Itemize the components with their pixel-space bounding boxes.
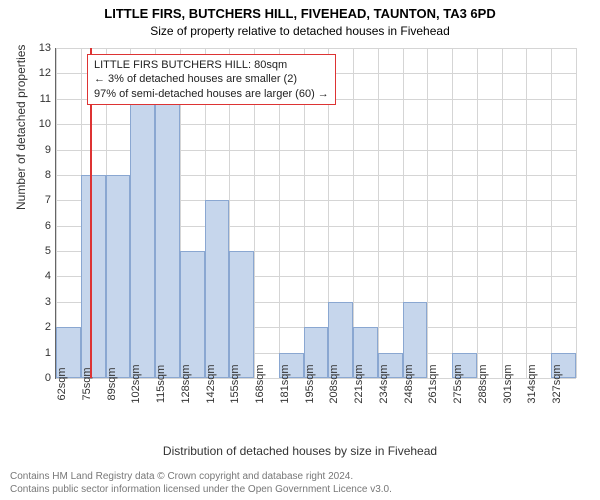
footer-line2: Contains public sector information licen… — [10, 484, 392, 497]
x-tick-label: 62sqm — [56, 367, 68, 400]
x-tick-label: 314sqm — [526, 364, 538, 403]
y-tick-label: 2 — [45, 321, 51, 333]
x-axis-label: Distribution of detached houses by size … — [0, 444, 600, 458]
x-tick-label: 155sqm — [229, 364, 241, 403]
x-tick-label: 208sqm — [328, 364, 340, 403]
y-tick-label: 9 — [45, 144, 51, 156]
x-tick-label: 301sqm — [502, 364, 514, 403]
footer-line1: Contains HM Land Registry data © Crown c… — [10, 471, 392, 484]
callout-line1: LITTLE FIRS BUTCHERS HILL: 80sqm — [94, 58, 329, 72]
x-tick-label: 115sqm — [155, 365, 167, 403]
bar — [155, 99, 180, 378]
x-tick-label: 327sqm — [551, 364, 563, 403]
bar — [106, 175, 131, 378]
y-axis-label: Number of detached properties — [14, 45, 28, 210]
callout-line3: 97% of semi-detached houses are larger (… — [94, 87, 329, 101]
callout-line2: ← 3% of detached houses are smaller (2) — [94, 72, 329, 86]
chart-title-address: LITTLE FIRS, BUTCHERS HILL, FIVEHEAD, TA… — [0, 6, 600, 21]
y-tick-label: 0 — [45, 372, 51, 384]
y-tick-label: 1 — [45, 347, 51, 359]
x-tick-label: 261sqm — [427, 364, 439, 403]
chart-container: LITTLE FIRS, BUTCHERS HILL, FIVEHEAD, TA… — [0, 0, 600, 500]
x-tick-label: 221sqm — [353, 364, 365, 403]
bar — [81, 175, 106, 378]
bar — [180, 251, 205, 378]
y-tick-label: 10 — [39, 118, 51, 130]
x-tick-label: 181sqm — [279, 364, 291, 403]
y-tick-label: 5 — [45, 245, 51, 257]
x-tick-label: 102sqm — [130, 364, 142, 403]
x-tick-label: 275sqm — [452, 364, 464, 403]
chart-subtitle: Size of property relative to detached ho… — [0, 24, 600, 38]
property-callout: LITTLE FIRS BUTCHERS HILL: 80sqm ← 3% of… — [87, 54, 336, 105]
bar — [229, 251, 254, 378]
x-tick-label: 248sqm — [403, 364, 415, 403]
bar — [205, 200, 230, 378]
y-tick-label: 13 — [39, 42, 51, 54]
x-tick-label: 234sqm — [378, 364, 390, 403]
x-tick-label: 195sqm — [304, 364, 316, 403]
x-tick-label: 288sqm — [477, 364, 489, 403]
x-tick-label: 168sqm — [254, 364, 266, 403]
y-tick-label: 3 — [45, 296, 51, 308]
y-tick-label: 8 — [45, 169, 51, 181]
y-tick-label: 7 — [45, 194, 51, 206]
x-tick-label: 89sqm — [106, 367, 118, 400]
bar — [130, 73, 155, 378]
y-tick-label: 11 — [40, 93, 51, 105]
footer-attribution: Contains HM Land Registry data © Crown c… — [10, 471, 392, 496]
y-tick-label: 4 — [45, 270, 51, 282]
x-tick-label: 128sqm — [180, 364, 192, 403]
y-tick-label: 6 — [45, 220, 51, 232]
y-tick-label: 12 — [39, 67, 51, 79]
x-tick-label: 142sqm — [205, 364, 217, 403]
